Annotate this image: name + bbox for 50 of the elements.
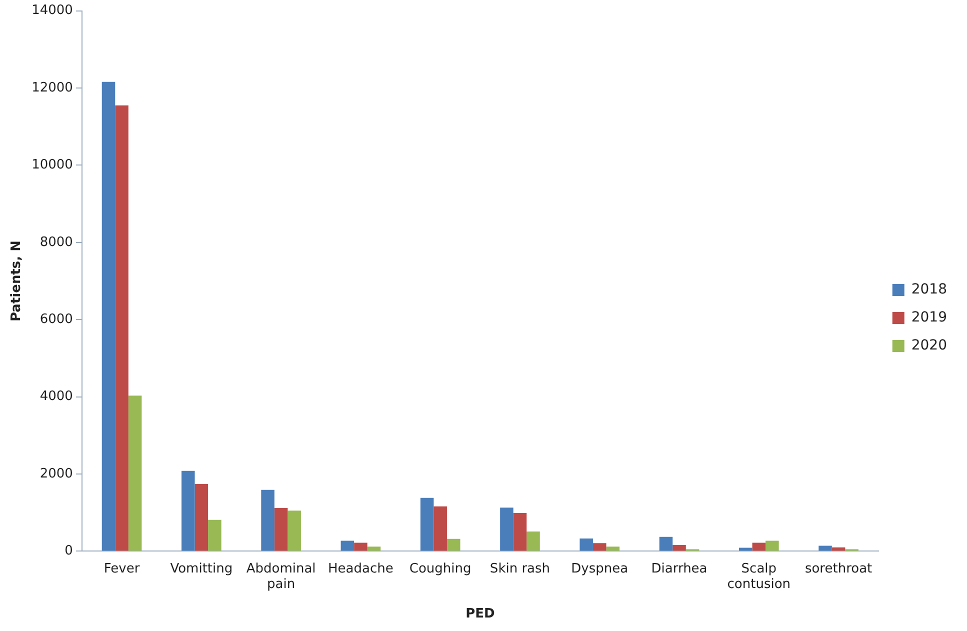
bar — [592, 543, 606, 551]
bar — [274, 508, 288, 551]
x-tick-label: sorethroat — [804, 561, 872, 576]
bar — [354, 542, 368, 551]
x-tick-label: Diarrhea — [651, 561, 708, 576]
bar — [182, 470, 195, 551]
bar — [115, 105, 128, 551]
x-tick-label: Skin rash — [490, 561, 550, 576]
bar — [580, 538, 593, 551]
bar — [420, 498, 434, 551]
x-tick-label: Coughing — [409, 561, 472, 576]
bar — [766, 540, 779, 551]
legend-label: 2020 — [911, 338, 948, 354]
bar — [367, 546, 381, 551]
y-tick-label: 4000 — [40, 389, 73, 404]
bar — [672, 545, 686, 551]
bar — [500, 508, 514, 551]
x-tick-label: Fever — [104, 561, 140, 576]
bar — [446, 538, 460, 551]
bar — [659, 536, 673, 551]
bar — [752, 542, 766, 551]
y-tick-label: 8000 — [40, 234, 73, 250]
bar — [818, 546, 832, 551]
bar — [194, 484, 208, 551]
bar — [606, 546, 620, 551]
bar — [288, 510, 301, 551]
bar — [513, 512, 527, 551]
y-tick-label: 14000 — [32, 3, 73, 18]
x-tick-label: Vomitting — [170, 561, 233, 576]
y-tick-label: 10000 — [32, 158, 73, 173]
y-tick-label: 0 — [64, 544, 73, 559]
x-axis-title: PED — [466, 606, 495, 622]
y-tick-label: 12000 — [32, 80, 73, 96]
bar — [526, 532, 540, 551]
x-tick-label: Abdominal pain — [246, 561, 316, 592]
y-tick-label: 6000 — [40, 312, 73, 327]
bar — [128, 396, 142, 551]
y-tick-label: 2000 — [40, 466, 73, 482]
bar — [261, 490, 274, 551]
y-axis-title: Patients, N — [9, 240, 24, 322]
x-tick-label: Headache — [328, 561, 394, 576]
bar — [739, 548, 752, 551]
legend-label: 2018 — [911, 282, 948, 298]
x-tick-label: Dyspnea — [571, 561, 628, 576]
bar — [434, 506, 447, 551]
x-tick-label: Scalp contusion — [727, 561, 791, 592]
bar — [340, 540, 354, 551]
legend-label: 2019 — [911, 310, 948, 326]
bar — [208, 520, 222, 551]
bar — [102, 82, 116, 551]
